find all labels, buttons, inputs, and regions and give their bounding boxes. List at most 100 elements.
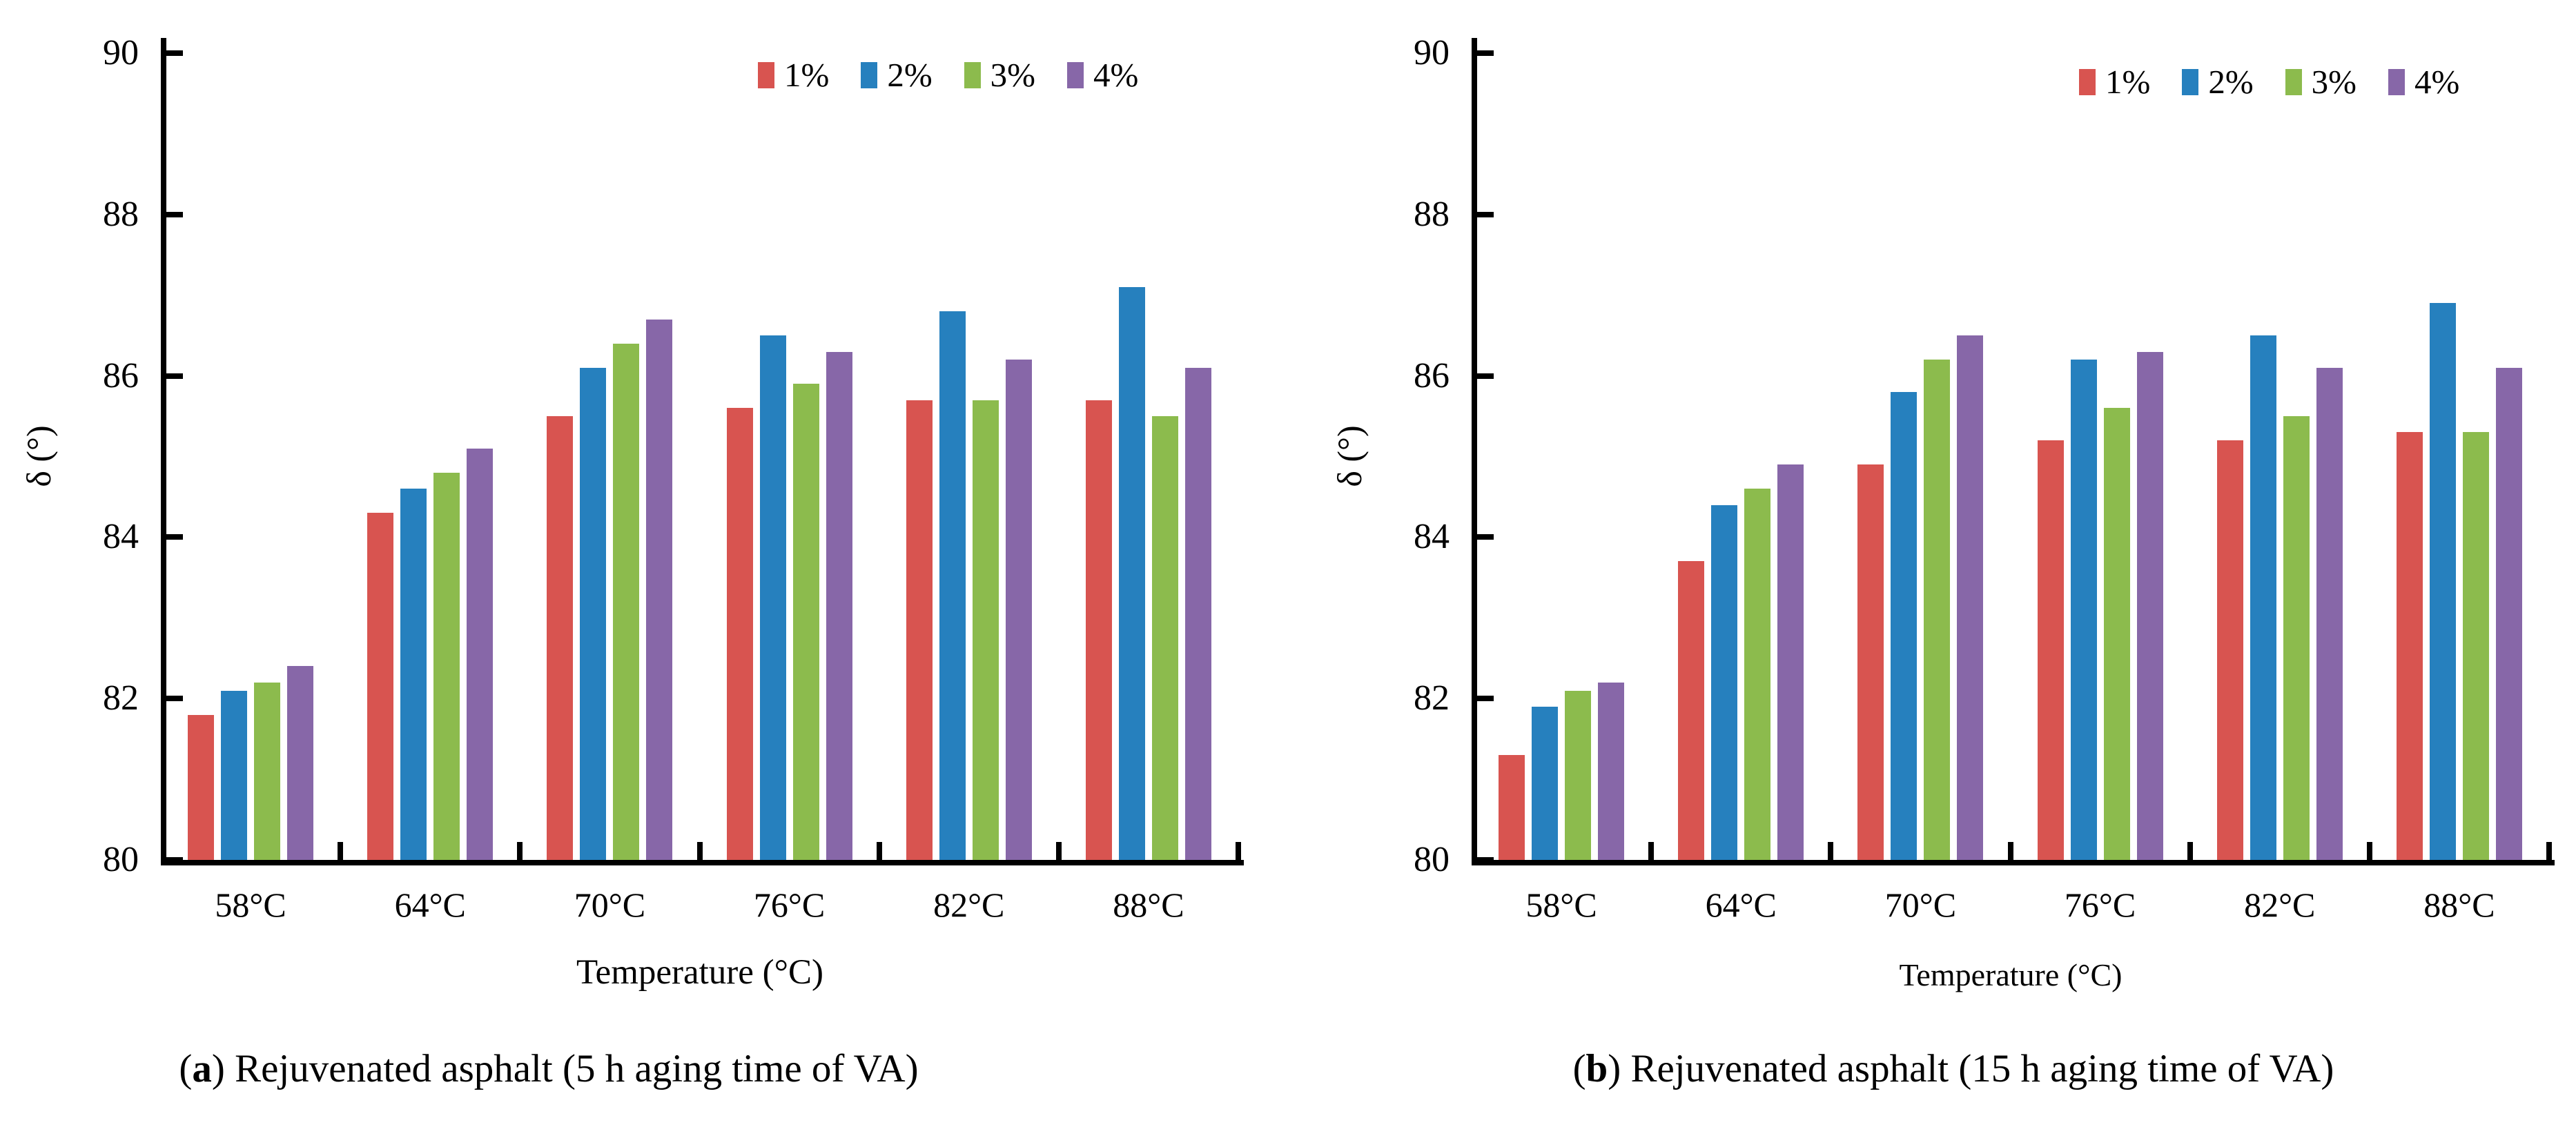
legend-swatch-icon — [964, 61, 981, 88]
bar-88°C-3% — [2462, 432, 2489, 860]
y-tick-label: 90 — [103, 33, 139, 72]
y-axis-title: δ (°) — [1330, 425, 1369, 487]
bar-88°C-1% — [2396, 432, 2423, 860]
x-tick-label: 76°C — [753, 885, 826, 924]
y-tick-label: 88 — [103, 194, 139, 234]
y-tick-label: 86 — [1414, 355, 1450, 395]
y-tick — [1477, 857, 1494, 863]
legend-label: 3% — [990, 56, 1035, 94]
y-tick — [166, 211, 183, 217]
bar-82°C-3% — [972, 400, 999, 860]
bar-58°C-3% — [1565, 690, 1592, 860]
x-tick-label: 88°C — [1113, 885, 1184, 924]
bar-58°C-1% — [1499, 755, 1525, 860]
bar-64°C-4% — [467, 448, 494, 860]
legend-item: 4% — [2388, 65, 2459, 99]
x-tick-label: 64°C — [394, 885, 466, 924]
bar-58°C-2% — [1532, 706, 1559, 860]
x-tick — [1828, 842, 1834, 860]
legend-swatch-icon — [2285, 68, 2302, 95]
bar-58°C-2% — [221, 690, 248, 860]
bar-64°C-2% — [400, 489, 427, 860]
x-tick — [2007, 842, 2013, 860]
bar-70°C-3% — [1924, 360, 1951, 860]
y-axis-line — [161, 38, 166, 865]
x-tick-label: 82°C — [2244, 885, 2316, 924]
legend: 1% 2% 3% 4% — [2079, 65, 2491, 99]
y-tick-label: 82 — [1414, 678, 1450, 718]
x-tick — [2366, 842, 2372, 860]
legend-item: 2% — [861, 56, 933, 94]
x-axis-line — [161, 860, 1244, 865]
legend-swatch-icon — [861, 61, 878, 88]
x-tick-label: 88°C — [2423, 885, 2495, 924]
y-tick — [1477, 534, 1494, 540]
bar-64°C-4% — [1777, 464, 1804, 860]
y-tick-label: 80 — [103, 840, 139, 879]
chart-panel-a: δ (°) Temperature (°C) (a) Rejuvenated a… — [0, 33, 1244, 1092]
bar-70°C-1% — [547, 416, 574, 860]
legend-swatch-icon — [1066, 61, 1084, 88]
y-tick — [166, 373, 183, 379]
x-tick — [2187, 842, 2193, 860]
y-tick-label: 90 — [1414, 33, 1450, 72]
legend-label: 2% — [2208, 63, 2254, 101]
y-tick — [166, 534, 183, 540]
legend-label: 4% — [1093, 56, 1139, 94]
legend-item: 1% — [2079, 65, 2150, 99]
legend-label: 3% — [2311, 63, 2357, 101]
bar-88°C-2% — [1118, 287, 1145, 860]
bar-76°C-1% — [726, 408, 753, 860]
bar-76°C-3% — [2103, 408, 2130, 860]
bar-82°C-2% — [2250, 335, 2276, 860]
x-axis-title: Temperature (°C) — [1899, 957, 2123, 992]
bar-58°C-3% — [254, 682, 281, 860]
caption-panel-letter: b — [1585, 1047, 1608, 1090]
caption-panel-letter: a — [192, 1047, 212, 1090]
x-tick-label: 76°C — [2064, 885, 2136, 924]
legend-item: 2% — [2182, 63, 2254, 101]
y-axis-line — [1472, 38, 1477, 865]
caption-open: ( — [179, 1047, 193, 1090]
bar-76°C-3% — [792, 384, 819, 860]
bar-76°C-4% — [2136, 351, 2163, 860]
bar-64°C-1% — [1678, 561, 1705, 860]
bar-70°C-3% — [613, 343, 640, 860]
bar-88°C-1% — [1085, 400, 1112, 860]
legend-swatch-icon — [2388, 68, 2405, 95]
caption-text: ) Rejuvenated asphalt (5 h aging time of… — [211, 1047, 919, 1090]
x-tick — [517, 842, 523, 860]
bar-88°C-4% — [1184, 367, 1211, 860]
bar-64°C-3% — [433, 472, 460, 860]
x-axis-line — [1472, 860, 2555, 865]
x-tick — [876, 842, 882, 860]
bar-76°C-2% — [759, 335, 786, 860]
bar-76°C-1% — [2037, 440, 2064, 860]
bar-82°C-1% — [906, 400, 933, 860]
legend-item: 1% — [758, 58, 829, 92]
y-tick-label: 88 — [1414, 194, 1450, 234]
bar-82°C-3% — [2283, 416, 2310, 860]
legend-label: 2% — [887, 56, 933, 94]
bar-82°C-1% — [2216, 440, 2243, 860]
bar-64°C-2% — [1711, 504, 1738, 860]
bar-70°C-4% — [646, 319, 673, 860]
y-tick-label: 84 — [103, 517, 139, 557]
bar-76°C-4% — [826, 351, 852, 860]
y-axis-title: δ (°) — [19, 425, 58, 487]
bar-82°C-4% — [1005, 360, 1032, 860]
y-tick — [1477, 50, 1494, 56]
bar-58°C-1% — [188, 714, 215, 860]
bar-70°C-2% — [580, 367, 607, 860]
x-tick — [1055, 842, 1062, 860]
legend-item: 3% — [964, 58, 1035, 92]
bar-64°C-3% — [1744, 489, 1771, 860]
y-tick — [1477, 211, 1494, 217]
x-axis-title: Temperature (°C) — [576, 953, 824, 992]
y-tick — [1477, 373, 1494, 379]
x-tick — [338, 842, 344, 860]
caption: (a) Rejuvenated asphalt (5 h aging time … — [0, 1046, 1097, 1092]
y-tick-label: 80 — [1414, 840, 1450, 879]
caption-text: ) Rejuvenated asphalt (15 h aging time o… — [1608, 1047, 2334, 1090]
x-tick-label: 70°C — [574, 885, 646, 924]
